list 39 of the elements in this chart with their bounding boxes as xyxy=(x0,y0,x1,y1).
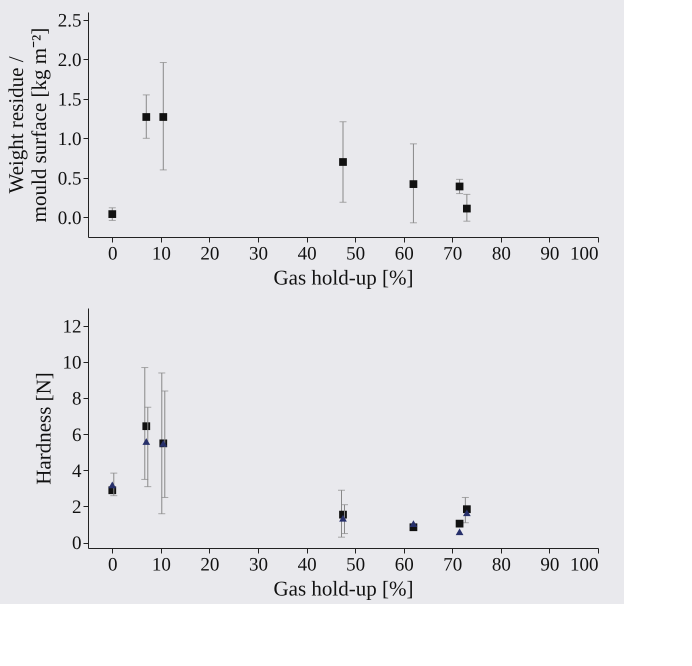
y-tick-label: 10 xyxy=(62,352,82,374)
y-tick-label: 2.0 xyxy=(58,50,82,71)
y-tick-label: 8 xyxy=(72,388,82,410)
x-axis-title: Gas hold-up [%] xyxy=(274,266,414,290)
y-tick-label: 0.0 xyxy=(58,208,82,229)
x-tick-label: 50 xyxy=(346,554,366,576)
x-tick-label: 0 xyxy=(108,554,118,576)
x-tick-label: 0 xyxy=(108,244,118,264)
x-axis-title: Gas hold-up [%] xyxy=(274,576,414,600)
y-tick-label: 2 xyxy=(72,496,82,518)
y-tick-label: 2.5 xyxy=(58,10,82,32)
y-axis-title: Hardness [N] xyxy=(32,372,56,485)
x-tick-label: 30 xyxy=(249,244,268,264)
x-tick-label: 20 xyxy=(200,244,220,264)
y-tick-label: 0 xyxy=(72,533,82,554)
y-tick-label: 0.5 xyxy=(58,168,82,190)
x-tick-label: 60 xyxy=(394,554,414,576)
x-tick-label: 40 xyxy=(298,554,317,576)
x-tick-label: 90 xyxy=(540,244,560,264)
x-tick-label: 10 xyxy=(152,244,171,264)
y-tick-label: 1.0 xyxy=(58,128,82,150)
x-tick-label: 100 xyxy=(570,554,598,576)
x-tick-label: 40 xyxy=(298,244,317,264)
x-tick-label: 90 xyxy=(540,554,560,576)
x-tick-label: 70 xyxy=(443,244,462,264)
x-tick-label: 60 xyxy=(394,244,414,264)
y-tick-label: 6 xyxy=(72,424,82,446)
x-tick-label: 20 xyxy=(200,554,220,576)
y-axis-title: Weight residue / mould surface [kg m⁻²] xyxy=(4,28,51,222)
x-tick-label: 100 xyxy=(570,244,598,264)
y-tick-label: 4 xyxy=(72,460,82,482)
y-tick-label: 1.5 xyxy=(58,89,82,110)
x-tick-label: 80 xyxy=(492,244,511,264)
x-tick-label: 30 xyxy=(249,554,268,576)
x-tick-label: 70 xyxy=(443,554,462,576)
x-tick-label: 50 xyxy=(346,244,366,264)
x-tick-label: 10 xyxy=(152,554,171,576)
x-tick-label: 80 xyxy=(492,554,511,576)
y-tick-label: 12 xyxy=(62,316,82,338)
